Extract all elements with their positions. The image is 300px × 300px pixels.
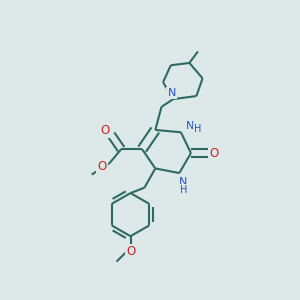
- Text: H: H: [179, 185, 187, 195]
- Text: N: N: [167, 88, 176, 98]
- Text: O: O: [210, 146, 219, 160]
- Text: O: O: [100, 124, 110, 137]
- Text: H: H: [194, 124, 202, 134]
- Text: N: N: [186, 121, 194, 131]
- Text: O: O: [97, 160, 106, 172]
- Text: N: N: [179, 177, 188, 187]
- Text: O: O: [127, 245, 136, 258]
